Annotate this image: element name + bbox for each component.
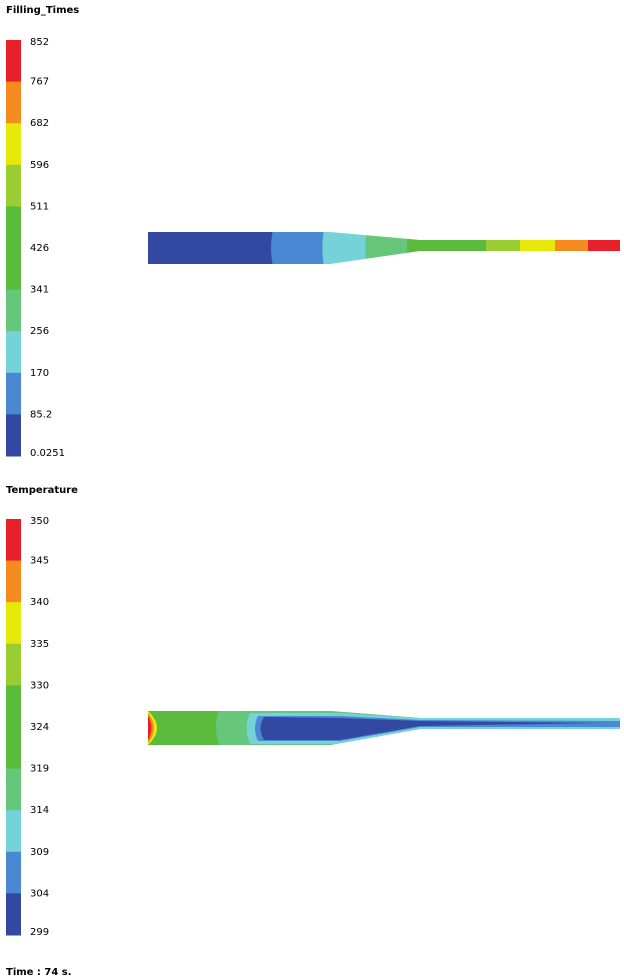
- legend-band: [6, 40, 21, 83]
- legend-label: 341: [30, 285, 49, 296]
- legend-label: 304: [30, 888, 49, 899]
- legend-band: [6, 206, 21, 249]
- legend-band: [6, 810, 21, 853]
- legend-label: 309: [30, 847, 49, 858]
- legend-label: 330: [30, 680, 49, 691]
- legend-band: [6, 768, 21, 811]
- filling-contour: [148, 232, 620, 264]
- time-footer: Time : 74 s.: [6, 967, 72, 978]
- legend-title: Filling_Times: [6, 5, 79, 16]
- temperature-contour: [148, 711, 620, 745]
- legend-label: 340: [30, 597, 49, 608]
- legend-label: 85.2: [30, 409, 52, 420]
- legend-band: [6, 727, 21, 770]
- legend-band: [6, 414, 21, 457]
- legend-label: 426: [30, 243, 49, 254]
- legend-band: [6, 289, 21, 332]
- legend-label: 299: [30, 927, 49, 938]
- legend-label: 596: [30, 160, 49, 171]
- legend-label: 314: [30, 805, 49, 816]
- legend-band: [6, 123, 21, 166]
- legend-label: 256: [30, 326, 49, 337]
- legend-label: 350: [30, 516, 49, 527]
- legend-label: 767: [30, 77, 49, 88]
- legend-band: [6, 81, 21, 124]
- legend-band: [6, 893, 21, 936]
- temperature-legend: Temperature 350 345 340 335 330 324 319 314 309 3…: [6, 485, 78, 938]
- legend-label: 319: [30, 764, 49, 775]
- legend-title: Temperature: [6, 485, 78, 496]
- legend-band: [6, 643, 21, 686]
- legend-band: [6, 164, 21, 207]
- legend-label: 335: [30, 639, 49, 650]
- legend-label: 345: [30, 556, 49, 567]
- legend-label: 0.0251: [30, 448, 65, 459]
- filling-legend: Filling_Times 852 767 682 596 511 426 341 256 17…: [6, 5, 79, 459]
- legend-label: 170: [30, 368, 49, 379]
- legend-band: [6, 685, 21, 728]
- legend-label: 511: [30, 201, 49, 212]
- legend-band: [6, 331, 21, 374]
- legend-label: 682: [30, 118, 49, 129]
- legend-band: [6, 372, 21, 415]
- legend-band: [6, 519, 21, 562]
- legend-label: 852: [30, 37, 49, 48]
- legend-band: [6, 851, 21, 894]
- legend-band: [6, 248, 21, 291]
- legend-label: 324: [30, 722, 49, 733]
- legend-band: [6, 602, 21, 645]
- legend-band: [6, 560, 21, 603]
